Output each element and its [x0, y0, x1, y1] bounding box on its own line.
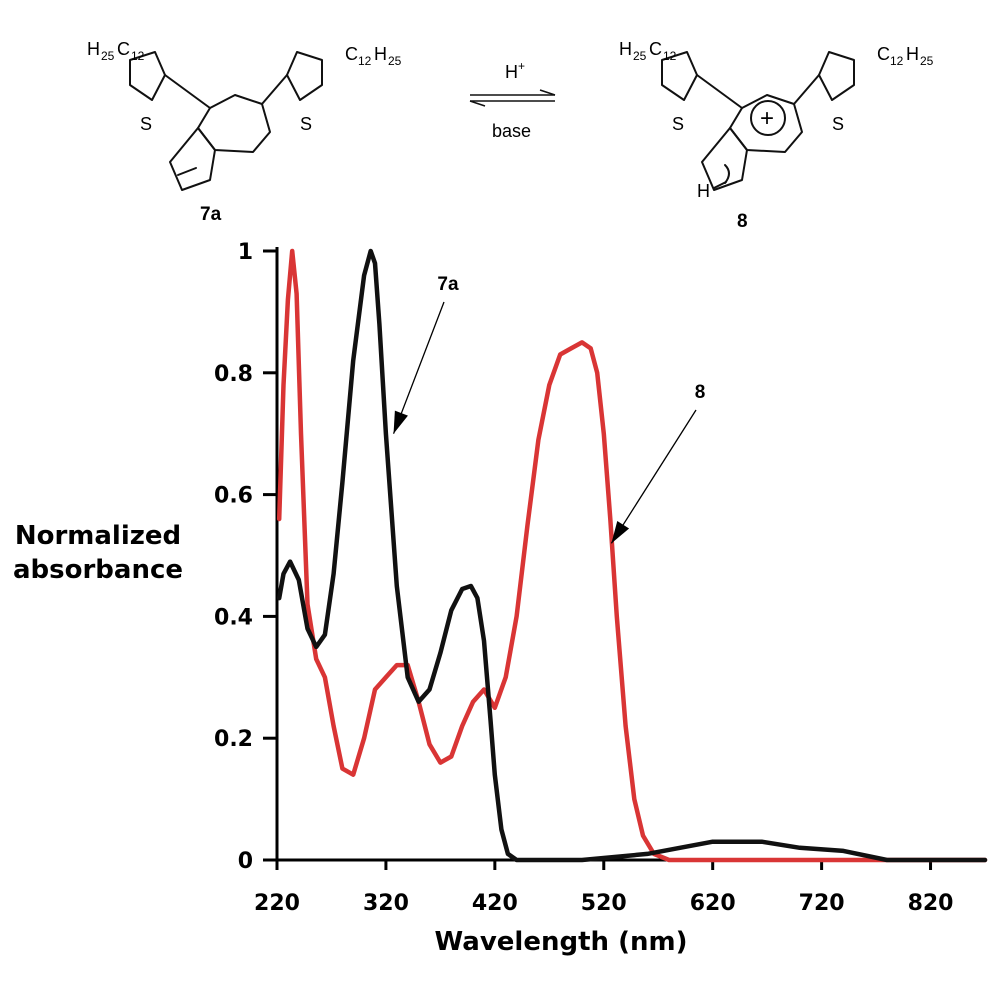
x-axis-ticks: 220 320 420 520 620 720 820: [254, 860, 954, 916]
x-tick-label: 220: [254, 891, 300, 916]
annotation-arrowhead-8: [611, 520, 630, 544]
x-axis-title: Wavelength (nm): [435, 927, 688, 957]
equilibrium-arrows: H + base: [469, 59, 556, 141]
substituent-right-8: C 12 H 25: [877, 44, 934, 68]
thiophene-right-8: [818, 51, 855, 101]
annotation-label-8: 8: [695, 382, 706, 403]
svg-text:25: 25: [633, 49, 647, 63]
svg-text:12: 12: [358, 54, 372, 68]
hydrogen-label: H: [697, 181, 710, 201]
substituent-left-8: H 25 C 12: [619, 39, 677, 63]
compound-label-8: 8: [737, 211, 748, 232]
y-tick-label: 0.2: [214, 727, 253, 752]
annotation-layer: 7a 8: [392, 274, 706, 544]
svg-text:25: 25: [101, 49, 115, 63]
five-membered-ring-8: [701, 127, 748, 191]
reagent-forward: H: [505, 62, 518, 82]
sulfur-label-left-8: S: [672, 114, 684, 134]
x-tick-label: 820: [908, 891, 954, 916]
y-tick-label: 0.8: [214, 362, 253, 387]
series-layer: [276, 248, 988, 863]
svg-text:H: H: [374, 44, 387, 64]
series-line-8: [276, 248, 988, 863]
svg-text:C: C: [649, 39, 662, 59]
x-tick-label: 620: [690, 891, 736, 916]
x-tick-label: 420: [472, 891, 518, 916]
y-tick-label: 0.6: [214, 484, 253, 509]
svg-text:12: 12: [131, 49, 145, 63]
svg-text:C: C: [877, 44, 890, 64]
thiophene-right: [286, 51, 323, 101]
svg-text:H: H: [619, 39, 632, 59]
cation-circle: [750, 100, 786, 136]
svg-text:C: C: [117, 39, 130, 59]
svg-text:12: 12: [890, 54, 904, 68]
sulfur-label-left: S: [140, 114, 152, 134]
x-tick-label: 520: [581, 891, 627, 916]
substituent-left-7a: H 25 C 12: [87, 39, 145, 63]
reagent-reverse: base: [492, 121, 531, 141]
svg-text:12: 12: [663, 49, 677, 63]
reaction-scheme: S S H 25 C 12 C 12 H 25 7a H + base: [87, 39, 934, 232]
annotation-label-7a: 7a: [437, 274, 459, 295]
five-membered-ring: [169, 127, 216, 191]
plus-sign: +: [760, 105, 774, 132]
sulfur-label-right: S: [300, 114, 312, 134]
svg-text:H: H: [906, 44, 919, 64]
svg-text:H: H: [87, 39, 100, 59]
y-axis-title-line2: absorbance: [13, 555, 183, 585]
substituent-right-7a: C 12 H 25: [345, 44, 402, 68]
absorbance-chart: 0 0.2 0.4 0.6 0.8 1 220 320 420 520 620 720 820 7a 8…: [13, 240, 988, 957]
svg-text:25: 25: [388, 54, 402, 68]
compound-label-7a: 7a: [200, 204, 222, 225]
svg-text:25: 25: [920, 54, 934, 68]
annotation-arrow-8: [610, 409, 697, 544]
series-line-7a: [276, 248, 988, 863]
sulfur-label-right-8: S: [832, 114, 844, 134]
reagent-forward-superscript: +: [518, 59, 525, 73]
y-axis-ticks: 0 0.2 0.4 0.6 0.8 1: [214, 240, 277, 874]
thiophene-left-8: [661, 51, 698, 101]
annotation-arrowhead-7a: [393, 410, 408, 434]
annotation-arrow-7a: [392, 301, 445, 434]
x-tick-label: 320: [363, 891, 409, 916]
y-tick-label: 1: [238, 240, 253, 265]
thiophene-left: [129, 51, 166, 101]
y-tick-label: 0: [238, 849, 253, 874]
svg-text:C: C: [345, 44, 358, 64]
y-tick-label: 0.4: [214, 605, 253, 630]
x-tick-label: 720: [799, 891, 845, 916]
y-axis-title-line1: Normalized: [15, 521, 181, 551]
molecule-8: + S S H: [661, 51, 855, 201]
molecule-7a: S S: [129, 51, 323, 191]
